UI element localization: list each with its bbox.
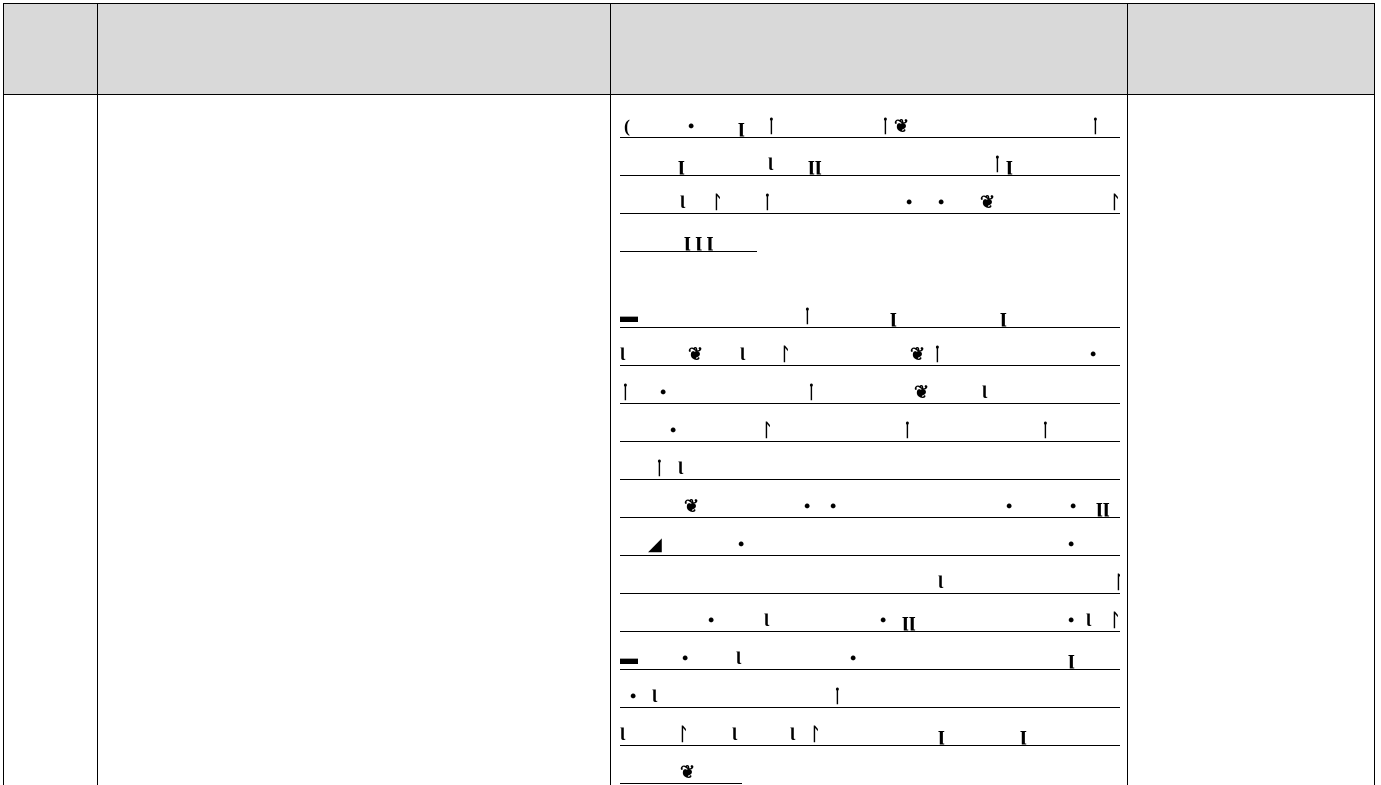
revised-line: ( • ꞁ ᛙ ᛙ ❦ ᛙ (620, 100, 1120, 138)
body-cell-original (98, 95, 610, 785)
revised-line: ꞁ ꞁ ꞁ (620, 214, 757, 252)
body-cell-notes (1129, 95, 1374, 785)
revised-line: ❦ • • • • ꞁꞁ (620, 480, 1120, 518)
revised-line: • ᛚ ᛙ ᛙ (620, 404, 1120, 442)
revised-line: Ɩ ᛚ ᛙ • • ❦ ᛚ (620, 176, 1120, 214)
revised-line: • Ɩ ᛙ (620, 670, 1120, 708)
revised-line: ᛙ • ᛙ ❦ Ɩ (620, 366, 1120, 404)
revised-line: Ɩ ᛚ Ɩ Ɩ ᛚ ꞁ ꞁ (620, 708, 1120, 746)
revised-line: ꞁ Ɩ ꞁꞁ ᛙ ꞁ (620, 138, 1120, 176)
body-cell-index (4, 95, 97, 785)
revised-line: • Ɩ • ꞁꞁ • Ɩ ᛚ (620, 594, 1120, 632)
table-header-row (4, 4, 1374, 95)
revised-line: Ɩ ❦ Ɩ ᛚ ❦ ᛙ • (620, 328, 1120, 366)
revised-line: ▬ • Ɩ • ꞁ (620, 632, 1120, 670)
document-table (3, 3, 1375, 785)
revised-line: ▬ ᛙ ꞁ ꞁ (620, 290, 1120, 328)
column-divider-3 (1127, 4, 1128, 785)
revised-line: Ɩ ᛚ (620, 556, 1120, 594)
revised-line: ❦ (620, 746, 742, 784)
revised-line: ◢ • • (620, 518, 1120, 556)
column-divider-2 (610, 4, 611, 785)
header-cell-index (4, 4, 97, 95)
header-cell-original (98, 4, 610, 95)
paragraph-gap (620, 252, 1120, 290)
revised-line: ᛙ Ɩ (620, 442, 1120, 480)
header-cell-notes (1129, 4, 1374, 95)
body-cell-revised: ( • ꞁ ᛙ ᛙ ❦ ᛙ ꞁ Ɩ ꞁꞁ ᛙ ꞁ Ɩ ᛚ ᛙ • • ❦ ᛚ ꞁ… (620, 100, 1120, 784)
header-cell-revised (612, 4, 1128, 95)
column-divider-1 (97, 4, 98, 785)
